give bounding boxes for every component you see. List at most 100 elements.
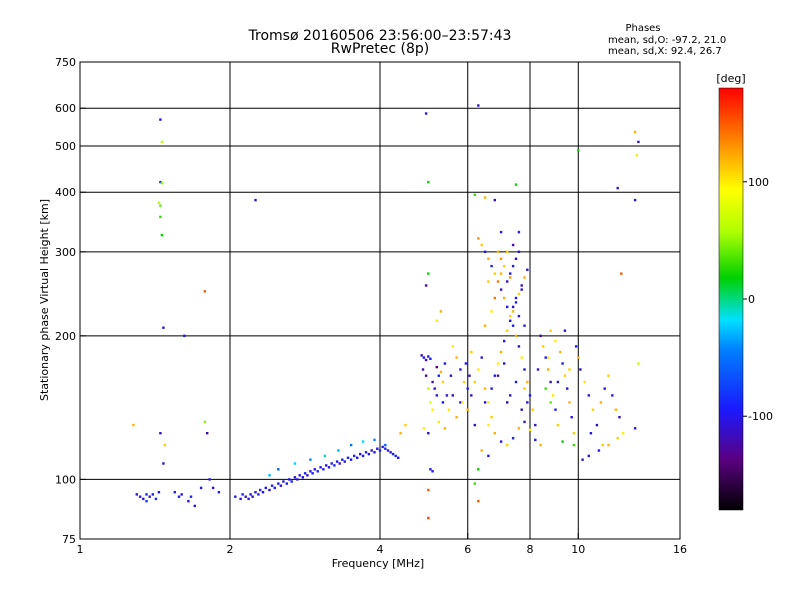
- data-point: [483, 401, 487, 404]
- data-point: [424, 374, 428, 377]
- data-point: [473, 482, 476, 485]
- data-point: [311, 472, 314, 475]
- data-point: [431, 408, 434, 411]
- data-point: [496, 250, 500, 253]
- y-tick-label: 300: [55, 246, 76, 259]
- data-point: [499, 288, 503, 291]
- data-point: [511, 264, 515, 268]
- data-point: [189, 495, 193, 498]
- data-point: [370, 449, 373, 452]
- data-point: [268, 488, 271, 492]
- data-point: [511, 243, 515, 247]
- data-point: [523, 276, 526, 279]
- data-point: [503, 339, 506, 343]
- data-point: [449, 374, 453, 377]
- data-point: [589, 432, 593, 435]
- data-point: [422, 427, 426, 430]
- data-point: [468, 374, 471, 377]
- data-point: [439, 370, 443, 374]
- x-tick-label: 16: [673, 543, 687, 556]
- data-point: [257, 493, 260, 496]
- phases-box-o-line: mean, sd,O: -97.2, 21.0: [608, 35, 726, 46]
- data-point: [496, 374, 500, 377]
- data-point: [427, 488, 430, 492]
- data-point: [499, 440, 503, 443]
- data-point: [509, 319, 512, 322]
- data-point: [441, 401, 445, 404]
- data-point: [493, 374, 496, 377]
- data-point: [514, 296, 518, 300]
- data-point: [290, 480, 293, 483]
- data-point: [554, 339, 557, 343]
- data-point: [570, 416, 573, 419]
- data-point: [389, 451, 392, 454]
- data-point: [637, 140, 640, 144]
- data-point: [279, 484, 283, 487]
- data-point: [556, 380, 560, 384]
- colorbar-tick-label: -100: [748, 410, 773, 423]
- data-point: [462, 380, 466, 384]
- data-point: [437, 374, 440, 377]
- data-point: [503, 264, 506, 268]
- data-point: [487, 454, 490, 458]
- data-point: [483, 250, 487, 253]
- data-point: [211, 486, 215, 490]
- data-point: [159, 204, 162, 207]
- data-point: [572, 432, 576, 435]
- data-point: [424, 112, 428, 115]
- data-point: [506, 443, 509, 447]
- data-point: [325, 464, 328, 467]
- data-point: [544, 356, 547, 359]
- data-point: [616, 437, 619, 440]
- y-tick-label: 75: [62, 533, 76, 546]
- data-point: [386, 449, 390, 452]
- data-point: [429, 401, 432, 404]
- y-tick-label: 500: [55, 140, 76, 153]
- data-point: [618, 416, 621, 419]
- data-point: [373, 451, 376, 454]
- data-point: [394, 454, 397, 458]
- data-point: [520, 284, 523, 287]
- data-point: [523, 420, 526, 424]
- data-point: [162, 462, 165, 465]
- data-point: [499, 350, 503, 354]
- data-point: [373, 438, 376, 442]
- data-point: [506, 305, 509, 309]
- data-point: [424, 284, 428, 287]
- data-point: [157, 201, 161, 204]
- data-point: [607, 443, 610, 447]
- data-point: [309, 458, 312, 461]
- data-point: [549, 380, 552, 384]
- data-point: [490, 387, 493, 390]
- data-point: [159, 432, 162, 435]
- data-point: [487, 280, 490, 283]
- data-point: [547, 368, 550, 371]
- data-point: [568, 368, 571, 371]
- data-point: [145, 500, 148, 503]
- data-point: [455, 356, 458, 359]
- data-point: [343, 460, 346, 463]
- data-point: [506, 250, 509, 253]
- data-point: [349, 458, 353, 461]
- data-point: [473, 193, 476, 196]
- data-point: [439, 310, 443, 313]
- data-point: [159, 118, 162, 121]
- data-point: [509, 314, 512, 318]
- data-point: [327, 466, 331, 469]
- colorbar-tick-label: 100: [748, 176, 769, 189]
- data-point: [259, 488, 262, 492]
- data-point: [268, 474, 271, 477]
- data-point: [635, 154, 638, 157]
- data-point: [480, 243, 483, 247]
- data-point: [451, 394, 454, 397]
- data-point: [338, 462, 341, 465]
- data-point: [599, 401, 603, 404]
- data-point: [517, 345, 521, 348]
- data-point: [499, 272, 503, 275]
- data-point: [160, 140, 164, 144]
- colorbar: [718, 87, 744, 511]
- data-point: [509, 276, 512, 279]
- data-point: [534, 423, 537, 427]
- data-point: [384, 447, 387, 450]
- data-point: [480, 356, 483, 359]
